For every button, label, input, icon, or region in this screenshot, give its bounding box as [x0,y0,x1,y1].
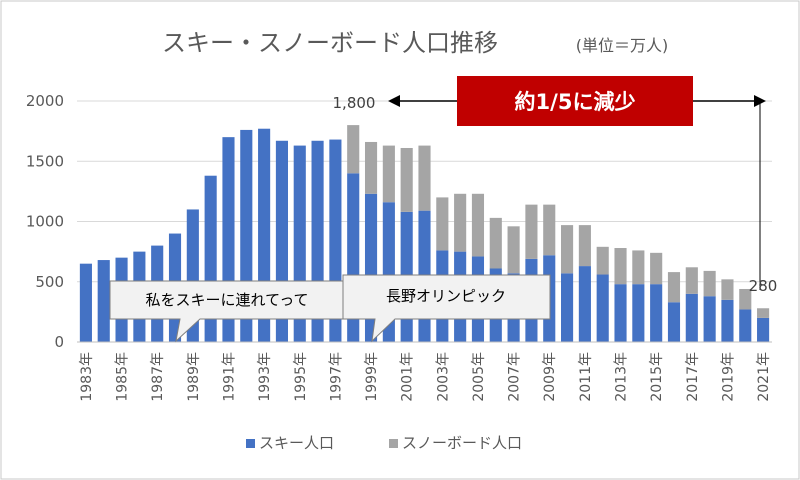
x-tick-label: 1997年 [328,352,344,402]
x-tick-label: 1985年 [115,352,131,402]
bar-snowboard [650,252,663,285]
bar-snowboard [382,145,395,203]
bar-snowboard [347,125,360,174]
x-tick-label: 2015年 [649,352,665,402]
arrow-left-head [388,95,400,107]
bar-snowboard [757,308,770,318]
x-tick-label: 2017年 [685,352,701,402]
bar-snowboard [436,197,449,251]
callout-1-text: 私をスキーに連れてって [146,291,309,309]
x-tick-label: 1989年 [186,352,202,402]
bar-ski [614,284,627,342]
legend-swatch-ski [246,439,255,448]
x-tick-label: 1999年 [364,352,380,402]
bar-snowboard [454,193,467,252]
x-tick-label: 2009年 [542,352,558,402]
x-tick-label: 1993年 [257,352,273,402]
legend-swatch-snowboard [389,439,398,448]
annotation-layer: 私をスキーに連れてって 長野オリンピック 約1/5に減少 1,800 280 [109,76,778,343]
bar-snowboard [596,246,609,275]
bar-snowboard [667,272,681,303]
bar-snowboard [703,270,716,297]
bar-ski [721,299,734,342]
y-tick-label: 500 [35,273,64,291]
bar-snowboard [364,141,378,194]
y-tick-label: 0 [54,333,64,351]
x-tick-label: 2013年 [614,352,630,402]
reduction-banner-text: 約1/5に減少 [515,90,636,114]
x-tick-label: 2003年 [435,352,451,402]
bar-snowboard [561,225,574,274]
x-tick-label: 2001年 [400,352,416,402]
bar-ski [561,273,574,342]
bar-snowboard [543,204,556,256]
chart-title: スキー・スノーボード人口推移 [162,29,498,57]
bar-snowboard [739,288,752,310]
x-tick-label: 1983年 [79,352,95,402]
legend: スキー人口 スノーボード人口 [246,434,522,452]
bar-snowboard [418,145,431,211]
peak-label: 1,800 [333,94,376,112]
bar-ski [739,309,752,342]
legend-label-snowboard: スノーボード人口 [402,434,522,452]
bar-snowboard [614,248,627,285]
bar-snowboard [400,147,413,212]
bar-snowboard [685,267,698,294]
bar-ski [596,274,609,342]
bar-snowboard [489,217,502,269]
callout-2-box [342,274,551,343]
axis-layer: 0 500 1000 1500 2000 1983年 1985年 1987年 1989年 1991… [26,92,772,402]
chart-unit-label: (単位＝万人) [576,36,669,55]
bar-ski [667,302,681,342]
callout-2-text: 長野オリンピック [386,287,506,305]
bar-ski [632,284,645,342]
x-tick-label: 1995年 [293,352,309,402]
x-tick-label: 2019年 [720,352,736,402]
x-tick-label: 2011年 [578,352,594,402]
end-label: 280 [749,277,778,295]
x-tick-label: 1991年 [221,352,237,402]
x-tick-label: 2007年 [507,352,523,402]
bar-ski [97,260,110,342]
bar-snowboard [632,250,645,285]
bar-ski [79,263,92,342]
bar-ski [578,266,591,342]
y-tick-label: 2000 [26,92,64,110]
y-tick-label: 1000 [26,213,64,231]
legend-label-ski: スキー人口 [259,434,334,452]
x-tick-label: 2021年 [756,352,772,402]
y-tick-label: 1500 [26,152,64,170]
bar-ski [703,296,716,342]
bar-ski [757,317,770,342]
bar-snowboard [578,225,591,267]
bar-snowboard [471,193,485,257]
bar-snowboard [507,226,520,274]
bar-snowboard [525,204,538,259]
reduction-banner [457,76,693,126]
bar-ski [685,293,698,342]
bar-snowboard [721,279,734,300]
x-tick-label: 1987年 [150,352,166,402]
bar-ski [650,284,663,342]
x-tick-label: 2005年 [471,352,487,402]
